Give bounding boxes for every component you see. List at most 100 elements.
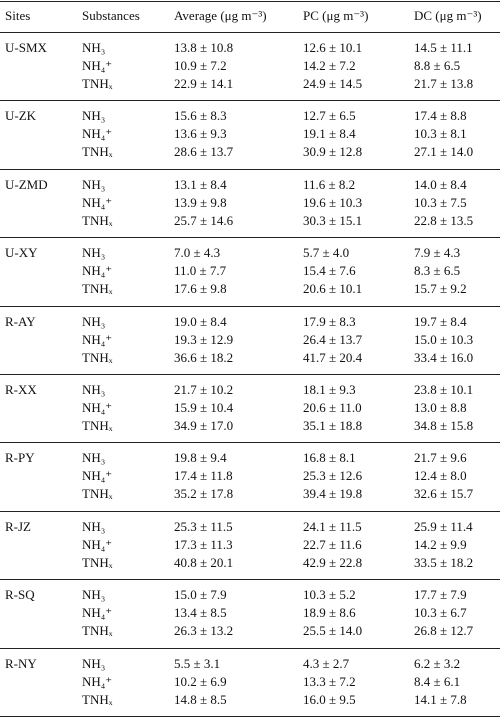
value-cell: 17.9 ± 8.3 xyxy=(303,313,356,329)
value-cell: 5.5 ± 3.1 xyxy=(174,655,221,671)
site-cell: U-XY xyxy=(5,245,38,261)
group-rule xyxy=(0,305,500,307)
group-rule xyxy=(0,647,500,649)
value-cell: 13.3 ± 7.2 xyxy=(303,673,356,689)
site-cell: U-ZK xyxy=(5,108,37,124)
substance-cell: NH₄⁺ xyxy=(82,400,113,415)
value-cell: 41.7 ± 20.4 xyxy=(303,349,363,365)
site-cell: R-AY xyxy=(5,313,36,329)
value-cell: 15.9 ± 10.4 xyxy=(174,400,234,415)
value-cell: 17.7 ± 7.9 xyxy=(414,587,467,603)
value-cell: 26.4 ± 13.7 xyxy=(303,331,363,347)
value-cell: 34.8 ± 15.8 xyxy=(414,418,474,433)
value-cell: 33.5 ± 18.2 xyxy=(414,554,474,570)
group-rule xyxy=(0,237,500,239)
value-cell: 17.4 ± 11.8 xyxy=(174,468,233,484)
value-cell: 10.2 ± 6.9 xyxy=(174,673,227,689)
group-rule xyxy=(0,510,500,512)
value-cell: 13.1 ± 8.4 xyxy=(174,176,227,192)
site-cell: R-SQ xyxy=(5,587,35,603)
value-cell: 14.2 ± 9.9 xyxy=(414,536,467,552)
substance-cell: TNHₓ xyxy=(82,76,113,91)
substance-cell: NH₄⁺ xyxy=(82,673,113,689)
value-cell: 15.7 ± 9.2 xyxy=(414,281,467,297)
value-cell: 13.4 ± 8.5 xyxy=(174,605,227,621)
substance-cell: NH₄⁺ xyxy=(82,605,113,621)
value-cell: 35.1 ± 18.8 xyxy=(303,418,363,433)
value-cell: 40.8 ± 20.1 xyxy=(174,554,234,570)
substance-cell: TNHₓ xyxy=(82,281,113,297)
substance-cell: NH₄⁺ xyxy=(82,331,113,347)
site-cell: R-JZ xyxy=(5,518,31,534)
value-cell: 22.8 ± 13.5 xyxy=(414,212,474,228)
value-cell: 14.5 ± 11.1 xyxy=(414,40,473,55)
substance-cell: TNHₓ xyxy=(82,349,113,365)
value-cell: 27.1 ± 14.0 xyxy=(414,144,474,160)
substance-cell: TNHₓ xyxy=(82,486,113,502)
value-cell: 10.3 ± 5.2 xyxy=(303,587,356,603)
value-cell: 15.6 ± 8.3 xyxy=(174,108,227,124)
value-cell: 25.5 ± 14.0 xyxy=(303,623,363,639)
substance-cell: NH₃ xyxy=(82,587,106,603)
header-rule xyxy=(0,32,500,33)
value-cell: 10.3 ± 8.1 xyxy=(414,126,467,142)
value-cell: 10.3 ± 7.5 xyxy=(414,194,467,210)
value-cell: 25.9 ± 11.4 xyxy=(414,518,473,534)
substance-cell: TNHₓ xyxy=(82,212,113,228)
value-cell: 18.1 ± 9.3 xyxy=(303,382,356,397)
value-cell: 10.3 ± 6.7 xyxy=(414,605,467,621)
substance-cell: NH₃ xyxy=(82,176,106,192)
header-cell: PC (μg m⁻³) xyxy=(303,8,369,23)
value-cell: 33.4 ± 16.0 xyxy=(414,349,474,365)
value-cell: 21.7 ± 10.2 xyxy=(174,382,234,397)
value-cell: 15.0 ± 7.9 xyxy=(174,587,227,603)
value-cell: 12.7 ± 6.5 xyxy=(303,108,356,124)
substance-cell: NH₄⁺ xyxy=(82,126,113,142)
value-cell: 26.8 ± 12.7 xyxy=(414,623,474,639)
value-cell: 19.8 ± 9.4 xyxy=(174,450,227,466)
value-cell: 6.2 ± 3.2 xyxy=(414,655,461,671)
value-cell: 22.9 ± 14.1 xyxy=(174,76,234,91)
value-cell: 19.6 ± 10.3 xyxy=(303,194,363,210)
value-cell: 34.9 ± 17.0 xyxy=(174,418,234,433)
value-cell: 14.2 ± 7.2 xyxy=(303,58,356,73)
substance-cell: NH₄⁺ xyxy=(82,263,113,279)
substance-cell: TNHₓ xyxy=(82,554,113,570)
site-cell: U-ZMD xyxy=(5,176,48,192)
value-cell: 14.0 ± 8.4 xyxy=(414,176,467,192)
substance-cell: NH₄⁺ xyxy=(82,468,113,484)
substance-cell: NH₄⁺ xyxy=(82,194,113,210)
value-cell: 25.3 ± 11.5 xyxy=(174,518,233,534)
value-cell: 19.3 ± 12.9 xyxy=(174,331,234,347)
value-cell: 13.6 ± 9.3 xyxy=(174,126,227,142)
substance-cell: TNHₓ xyxy=(82,418,113,433)
substance-cell: NH₃ xyxy=(82,655,106,671)
substance-cell: NH₃ xyxy=(82,450,106,466)
value-cell: 11.0 ± 7.7 xyxy=(174,263,227,279)
site-cell: R-XX xyxy=(5,382,37,397)
site-cell: R-PY xyxy=(5,450,35,466)
value-cell: 24.9 ± 14.5 xyxy=(303,76,363,91)
value-cell: 12.6 ± 10.1 xyxy=(303,40,363,55)
substance-cell: NH₃ xyxy=(82,313,106,329)
value-cell: 39.4 ± 19.8 xyxy=(303,486,363,502)
value-cell: 21.7 ± 9.6 xyxy=(414,450,467,466)
value-cell: 25.3 ± 12.6 xyxy=(303,468,363,484)
value-cell: 26.3 ± 13.2 xyxy=(174,623,234,639)
value-cell: 30.3 ± 15.1 xyxy=(303,212,363,228)
group-rule xyxy=(0,374,500,375)
header-cell: Substances xyxy=(82,8,140,23)
value-cell: 20.6 ± 10.1 xyxy=(303,281,363,297)
value-cell: 14.8 ± 8.5 xyxy=(174,691,227,707)
group-rule xyxy=(0,442,500,444)
value-cell: 35.2 ± 17.8 xyxy=(174,486,234,502)
substance-cell: NH₃ xyxy=(82,518,106,534)
value-cell: 8.8 ± 6.5 xyxy=(414,58,461,73)
substance-cell: NH₃ xyxy=(82,108,106,124)
group-rule xyxy=(0,100,500,102)
value-cell: 25.7 ± 14.6 xyxy=(174,212,234,228)
value-cell: 42.9 ± 22.8 xyxy=(303,554,363,570)
substance-cell: NH₄⁺ xyxy=(82,536,113,552)
top-rule xyxy=(0,1,500,2)
substance-cell: TNHₓ xyxy=(82,144,113,160)
